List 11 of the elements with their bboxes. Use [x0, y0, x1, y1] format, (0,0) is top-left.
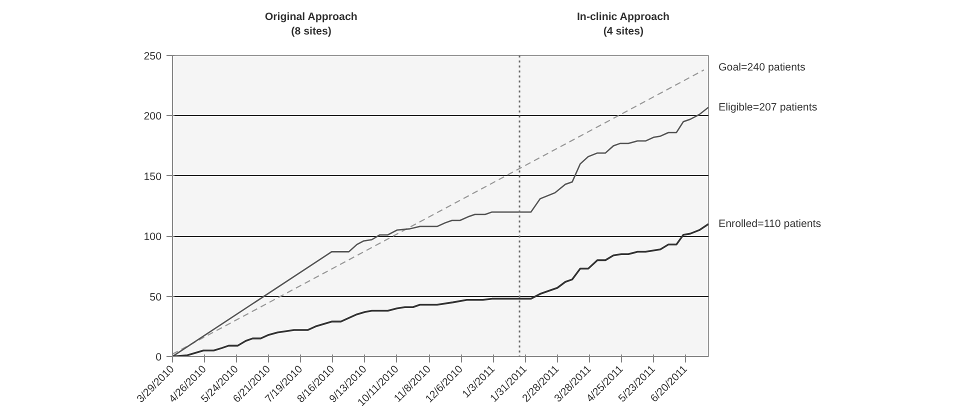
y-tick-label: 0 [156, 352, 162, 364]
text: Original Approach (8 sites) [264, 11, 358, 38]
text: Eligible=207 patients [718, 101, 818, 114]
text: In-clinic Approach (4 sites) [576, 11, 670, 38]
y-tick-label: 50 [150, 291, 162, 304]
text: Goal=240 patients [718, 62, 806, 74]
y-tick-label: 250 [144, 50, 162, 62]
text: Enrolled=110 patients [718, 218, 822, 230]
y-tick-label: 150 [144, 170, 162, 183]
y-tick-label: 100 [144, 231, 162, 244]
y-tick-label: 200 [144, 110, 162, 123]
